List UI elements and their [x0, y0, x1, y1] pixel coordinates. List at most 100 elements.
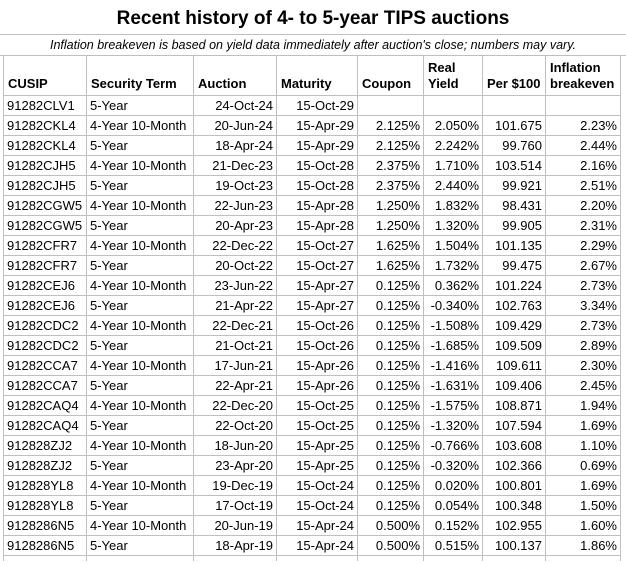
cell: 20-Jun-19	[193, 514, 277, 536]
cell: 19-Dec-19	[193, 474, 277, 496]
cell	[545, 554, 621, 561]
cell: 22-Oct-20	[193, 414, 277, 436]
cell: 2.45%	[545, 374, 621, 396]
cell: 4-Year 10-Month	[86, 114, 194, 136]
subtitle-note: Inflation breakeven is based on yield da…	[0, 35, 626, 56]
cell: 4-Year 10-Month	[86, 514, 194, 536]
table-row: 91282CEJ6 5-Year 21-Apr-22 15-Apr-27 0.125% -…	[3, 294, 621, 316]
cell	[545, 94, 621, 116]
cell: 0.500%	[357, 534, 424, 556]
cell: 91282CFR7	[3, 234, 87, 256]
cell: 100.801	[482, 474, 546, 496]
cell: 4-Year 10-Month	[86, 194, 194, 216]
cell: 15-Apr-25	[276, 454, 358, 476]
table-row: 9128286N5 5-Year 18-Apr-19 15-Apr-24 0.500% 0…	[3, 534, 621, 556]
cell: 5-Year	[86, 374, 194, 396]
cell: -0.340%	[423, 294, 483, 316]
cell: 91282CEJ6	[3, 274, 87, 296]
table-row: 91282CAQ4 5-Year 22-Oct-20 15-Oct-25 0.125% -…	[3, 414, 621, 436]
cell: 2.73%	[545, 274, 621, 296]
cell: 15-Apr-28	[276, 214, 358, 236]
cell: 4-Year 10-Month	[86, 394, 194, 416]
cell: 102.955	[482, 514, 546, 536]
cell: 109.406	[482, 374, 546, 396]
table-row: 91282CFR7 5-Year 20-Oct-22 15-Oct-27 1.625% 1…	[3, 254, 621, 276]
cell: 15-Apr-26	[276, 354, 358, 376]
cell: 0.69%	[545, 454, 621, 476]
cell: 15-Apr-28	[276, 194, 358, 216]
cell: 1.710%	[423, 154, 483, 176]
cell: 100.137	[482, 534, 546, 556]
cell: 4-Year 10-Month	[86, 314, 194, 336]
cell: 109.429	[482, 314, 546, 336]
cell: 15-Apr-24	[276, 534, 358, 556]
cell: 98.431	[482, 194, 546, 216]
cell: 22-Dec-22	[193, 234, 277, 256]
cell: 101.224	[482, 274, 546, 296]
cell: 4-Year 10-Month	[86, 234, 194, 256]
cell: -1.320%	[423, 414, 483, 436]
cell: 2.51%	[545, 174, 621, 196]
cell: 1.625%	[357, 234, 424, 256]
cell: 1.250%	[357, 214, 424, 236]
cell: 2.125%	[357, 134, 424, 156]
table-row: 912828ZJ2 4-Year 10-Month 18-Jun-20 15-Apr-…	[3, 434, 621, 456]
table-row: 91282CJH5 4-Year 10-Month 21-Dec-23 15-Oct-…	[3, 154, 621, 176]
cell: 21-Dec-23	[193, 154, 277, 176]
cell: -1.416%	[423, 354, 483, 376]
empty-row	[3, 554, 621, 561]
cell: 23-Jun-22	[193, 274, 277, 296]
column-header-per-100: Per $100	[482, 56, 546, 96]
cell: 4-Year 10-Month	[86, 154, 194, 176]
cell: 91282CAQ4	[3, 414, 87, 436]
cell: 2.20%	[545, 194, 621, 216]
cell: -1.685%	[423, 334, 483, 356]
cell: 91282CGW5	[3, 194, 87, 216]
cell: 15-Apr-26	[276, 374, 358, 396]
cell: 15-Apr-29	[276, 114, 358, 136]
tips-auction-table: CUSIP Security Term Auction Maturity Cou…	[3, 56, 621, 561]
cell: 1.50%	[545, 494, 621, 516]
cell: 99.921	[482, 174, 546, 196]
cell: 99.475	[482, 254, 546, 276]
cell: 2.23%	[545, 114, 621, 136]
cell: 21-Oct-21	[193, 334, 277, 356]
cell: 24-Oct-24	[193, 94, 277, 116]
cell: -0.320%	[423, 454, 483, 476]
table-row: 91282CEJ6 4-Year 10-Month 23-Jun-22 15-Apr-…	[3, 274, 621, 296]
table-row: 91282CJH5 5-Year 19-Oct-23 15-Oct-28 2.375% 2…	[3, 174, 621, 196]
table-row: 91282CDC2 5-Year 21-Oct-21 15-Oct-26 0.125% -…	[3, 334, 621, 356]
cell: -1.508%	[423, 314, 483, 336]
cell: 15-Apr-27	[276, 274, 358, 296]
cell: 0.125%	[357, 454, 424, 476]
table-row: 91282CKL4 5-Year 18-Apr-24 15-Apr-29 2.125% 2…	[3, 134, 621, 156]
cell: 20-Jun-24	[193, 114, 277, 136]
cell: 0.125%	[357, 494, 424, 516]
cell: 17-Jun-21	[193, 354, 277, 376]
cell: 15-Apr-29	[276, 134, 358, 156]
cell: 9128286N5	[3, 534, 87, 556]
cell: 91282CJH5	[3, 174, 87, 196]
cell: 2.050%	[423, 114, 483, 136]
cell: 4-Year 10-Month	[86, 474, 194, 496]
cell: 1.832%	[423, 194, 483, 216]
cell: 15-Oct-24	[276, 494, 358, 516]
cell: 1.94%	[545, 394, 621, 416]
cell: 15-Oct-27	[276, 234, 358, 256]
cell	[276, 554, 358, 561]
cell: 15-Oct-28	[276, 154, 358, 176]
cell: 5-Year	[86, 334, 194, 356]
cell: 5-Year	[86, 294, 194, 316]
cell: 101.675	[482, 114, 546, 136]
cell	[193, 554, 277, 561]
cell: -0.766%	[423, 434, 483, 456]
cell: 5-Year	[86, 174, 194, 196]
cell: 1.504%	[423, 234, 483, 256]
cell: 2.440%	[423, 174, 483, 196]
cell: 15-Oct-29	[276, 94, 358, 116]
cell: 0.125%	[357, 314, 424, 336]
cell	[423, 94, 483, 116]
cell	[3, 554, 87, 561]
table-row: 912828YL8 5-Year 17-Oct-19 15-Oct-24 0.125% 0…	[3, 494, 621, 516]
